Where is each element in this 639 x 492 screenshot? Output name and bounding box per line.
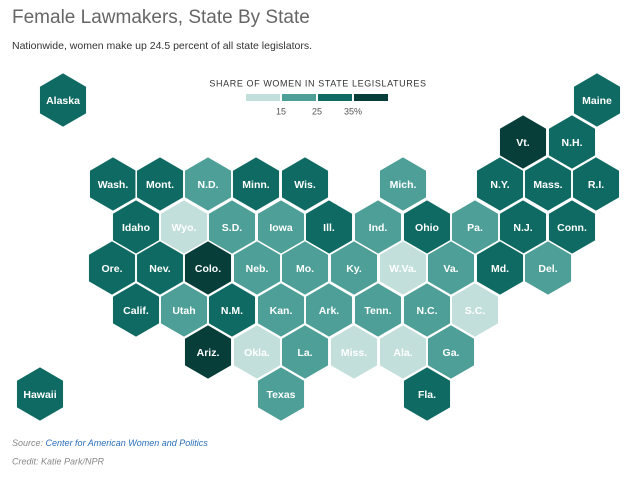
state-label: Ind. — [369, 222, 388, 234]
state-label: Ark. — [319, 305, 340, 317]
legend-swatch — [354, 94, 388, 101]
legend-tick-label: 35% — [344, 106, 362, 116]
state-label: Idaho — [122, 222, 150, 234]
state-label: Hawaii — [23, 389, 56, 401]
state-hex — [280, 239, 330, 297]
state-hex — [547, 113, 597, 171]
state-hex — [378, 155, 428, 213]
state-hex — [329, 239, 379, 297]
state-hex — [353, 281, 403, 339]
state-label: Maine — [582, 95, 612, 107]
state-hex — [572, 71, 622, 129]
state-label: Mont. — [146, 179, 174, 191]
state-hex — [426, 323, 476, 381]
state-label: N.Y. — [490, 179, 509, 191]
legend-swatch — [246, 94, 280, 101]
state-label: Va. — [443, 263, 458, 275]
state-label: Conn. — [557, 222, 587, 234]
source-label: Source: — [12, 438, 44, 448]
state-label: Mo. — [296, 263, 314, 275]
state-label: Ga. — [443, 347, 460, 359]
state-label: Tenn. — [364, 305, 391, 317]
state-hex — [280, 155, 330, 213]
source: Source: Center for American Women and Po… — [12, 438, 208, 448]
state-label: Ala. — [393, 347, 412, 359]
state-hex — [523, 239, 573, 297]
state-label: Miss. — [341, 347, 367, 359]
state-hex — [256, 365, 306, 423]
state-label: Nev. — [149, 263, 170, 275]
state-label: Kan. — [270, 305, 293, 317]
state-label: Okla. — [244, 347, 270, 359]
state-label: R.I. — [588, 179, 604, 191]
state-label: Mass. — [533, 179, 562, 191]
legend-title: SHARE OF WOMEN IN STATE LEGISLATURES — [209, 78, 426, 88]
state-hex — [183, 323, 233, 381]
state-hex — [571, 155, 621, 213]
chart-title: Female Lawmakers, State By State — [12, 7, 310, 28]
state-label: Pa. — [467, 222, 483, 234]
state-hex — [280, 323, 330, 381]
state-label: Vt. — [516, 137, 530, 149]
state-hex — [402, 365, 452, 423]
legend-tick-label: 25 — [312, 106, 322, 116]
state-hex — [207, 281, 257, 339]
state-label: Alaska — [46, 95, 80, 107]
state-label: Iowa — [269, 222, 292, 234]
credit: Credit: Katie Park/NPR — [12, 456, 105, 466]
state-label: Del. — [538, 263, 557, 275]
state-label: S.D. — [222, 222, 243, 234]
state-label: Ky. — [346, 263, 362, 275]
state-hex — [304, 281, 354, 339]
legend-swatch — [318, 94, 352, 101]
state-label: Fla. — [418, 389, 436, 401]
state-label: N.H. — [562, 137, 583, 149]
state-label: W.Va. — [389, 263, 417, 275]
state-label: N.M. — [221, 305, 243, 317]
state-label: Wis. — [294, 179, 316, 191]
chart-subtitle: Nationwide, women make up 24.5 percent o… — [12, 40, 312, 52]
state-label: Calif. — [123, 305, 149, 317]
state-label: Ariz. — [197, 347, 220, 359]
state-label: N.J. — [513, 222, 532, 234]
state-hex — [426, 239, 476, 297]
state-hex — [183, 239, 233, 297]
state-label: La. — [297, 347, 312, 359]
state-hex — [15, 365, 65, 423]
state-label: Texas — [267, 389, 296, 401]
state-label: S.C. — [465, 305, 486, 317]
state-label: Utah — [172, 305, 195, 317]
state-hex — [450, 281, 500, 339]
legend-tick-label: 15 — [276, 106, 286, 116]
state-label: Mich. — [390, 179, 417, 191]
state-hex — [329, 323, 379, 381]
state-label: Ill. — [323, 222, 335, 234]
state-label: Md. — [491, 263, 509, 275]
state-hex — [38, 71, 88, 129]
state-label: Minn. — [242, 179, 269, 191]
state-label: Ohio — [415, 222, 439, 234]
state-hex — [231, 155, 281, 213]
state-label: N.D. — [198, 179, 219, 191]
state-label: Colo. — [195, 263, 221, 275]
state-label: Wyo. — [172, 222, 197, 234]
state-label: Neb. — [246, 263, 269, 275]
state-label: Wash. — [98, 179, 129, 191]
state-label: N.C. — [417, 305, 438, 317]
legend-swatch — [282, 94, 316, 101]
state-label: Ore. — [101, 263, 122, 275]
source-link[interactable]: Center for American Women and Politics — [46, 438, 209, 448]
